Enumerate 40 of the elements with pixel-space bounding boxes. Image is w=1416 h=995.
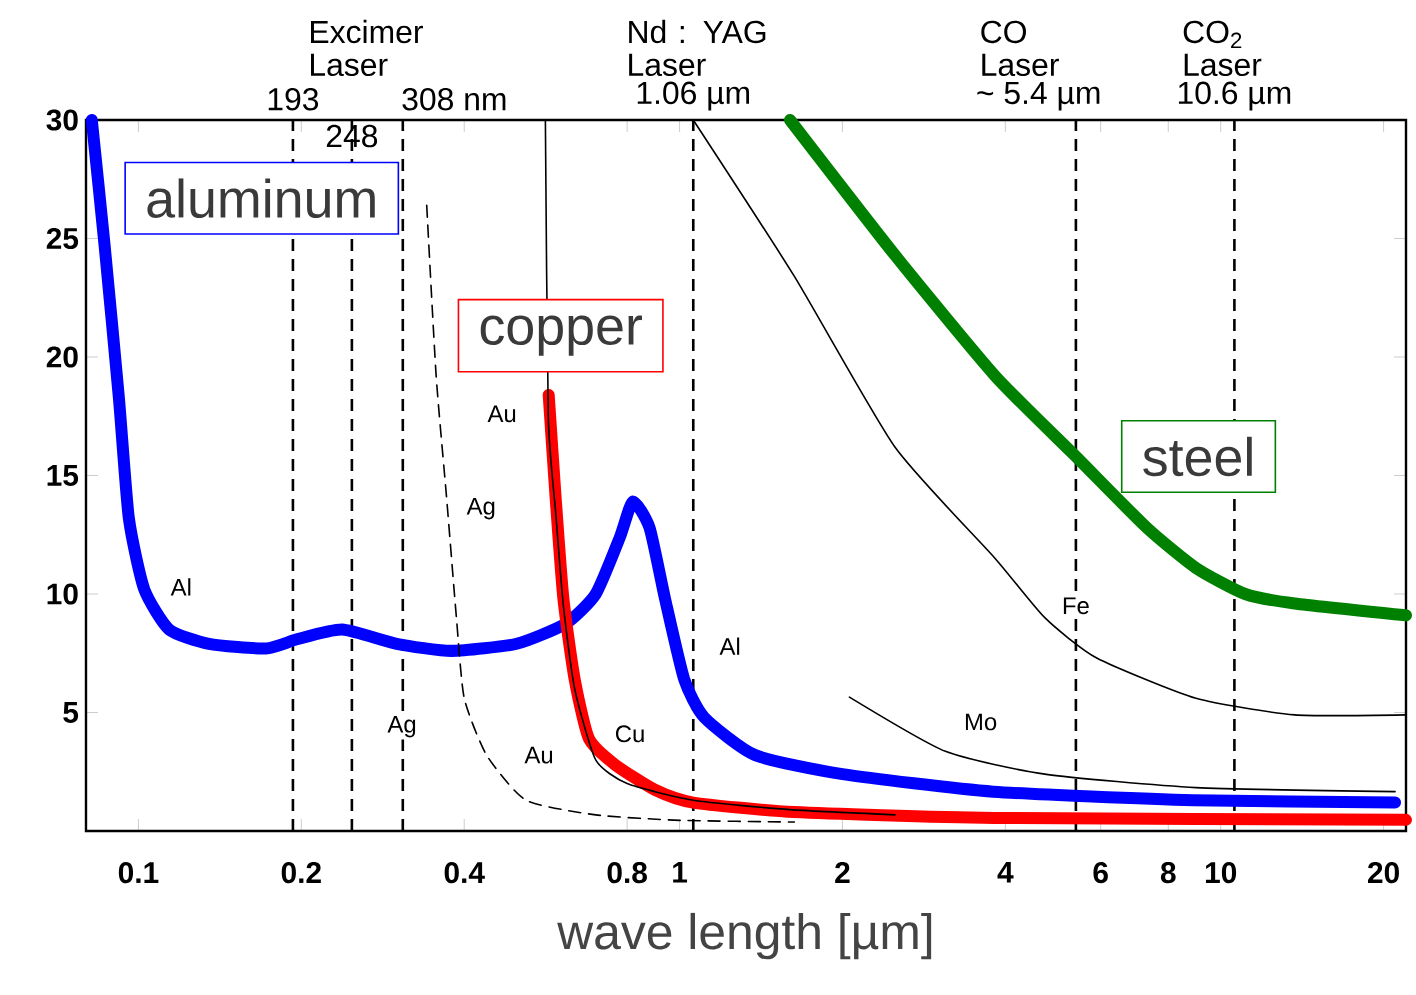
ref-line-label: 1.06 µm bbox=[637, 81, 750, 111]
y-tick-label: 10 bbox=[47, 583, 78, 605]
annotation: Al bbox=[719, 637, 740, 655]
text: CO Laser bbox=[981, 20, 1059, 77]
ref-line-label: ~ 5.4 µm bbox=[977, 81, 1100, 111]
series-label: copper bbox=[480, 315, 643, 356]
annotation: Al bbox=[170, 578, 191, 596]
text: Nd : YAG Laser bbox=[629, 19, 766, 77]
x-tick-label: 0.4 bbox=[444, 862, 485, 884]
x-tick-label: 2 bbox=[835, 862, 850, 883]
x-tick-label: 10 bbox=[1205, 862, 1237, 884]
series-label: steel bbox=[1143, 436, 1252, 477]
annotation: Fe bbox=[1063, 597, 1089, 615]
x-tick-label: 6 bbox=[1093, 862, 1108, 884]
y-tick-label: 15 bbox=[47, 465, 79, 486]
x-tick-label: 1 bbox=[673, 862, 688, 883]
y-tick-label: 5 bbox=[63, 702, 79, 723]
x-tick-label: 8 bbox=[1160, 862, 1176, 884]
x-tick-label: 0.1 bbox=[118, 862, 159, 884]
annotation: Au bbox=[524, 746, 553, 764]
ref-line-label: 248 bbox=[326, 124, 378, 148]
ref-line-label: 193 bbox=[268, 87, 319, 111]
y-tick-label: 20 bbox=[46, 346, 78, 368]
x-tick-label: 0.2 bbox=[281, 862, 321, 884]
annotation: Au bbox=[487, 405, 516, 423]
series-label: aluminum bbox=[147, 178, 375, 218]
annotation: Ag bbox=[387, 716, 416, 738]
x-tick-label: 20 bbox=[1368, 862, 1399, 884]
annotation: Ag bbox=[466, 497, 495, 520]
ref-line-label: 10.6 µm bbox=[1178, 81, 1291, 111]
text: CO$_{2}$ Laser bbox=[1183, 20, 1262, 77]
y-tick-label: 30 bbox=[46, 109, 78, 131]
text: Excimer Laser bbox=[311, 19, 423, 77]
annotation: Mo bbox=[965, 713, 997, 731]
ref-line-label: 308 nm bbox=[402, 87, 506, 111]
x-tick-label: 0.8 bbox=[607, 862, 647, 884]
x-axis-title: wave length [µm] bbox=[557, 912, 932, 960]
x-tick-label: 4 bbox=[997, 862, 1014, 883]
annotation: Cu bbox=[615, 725, 644, 743]
y-tick-label: 25 bbox=[46, 227, 79, 250]
